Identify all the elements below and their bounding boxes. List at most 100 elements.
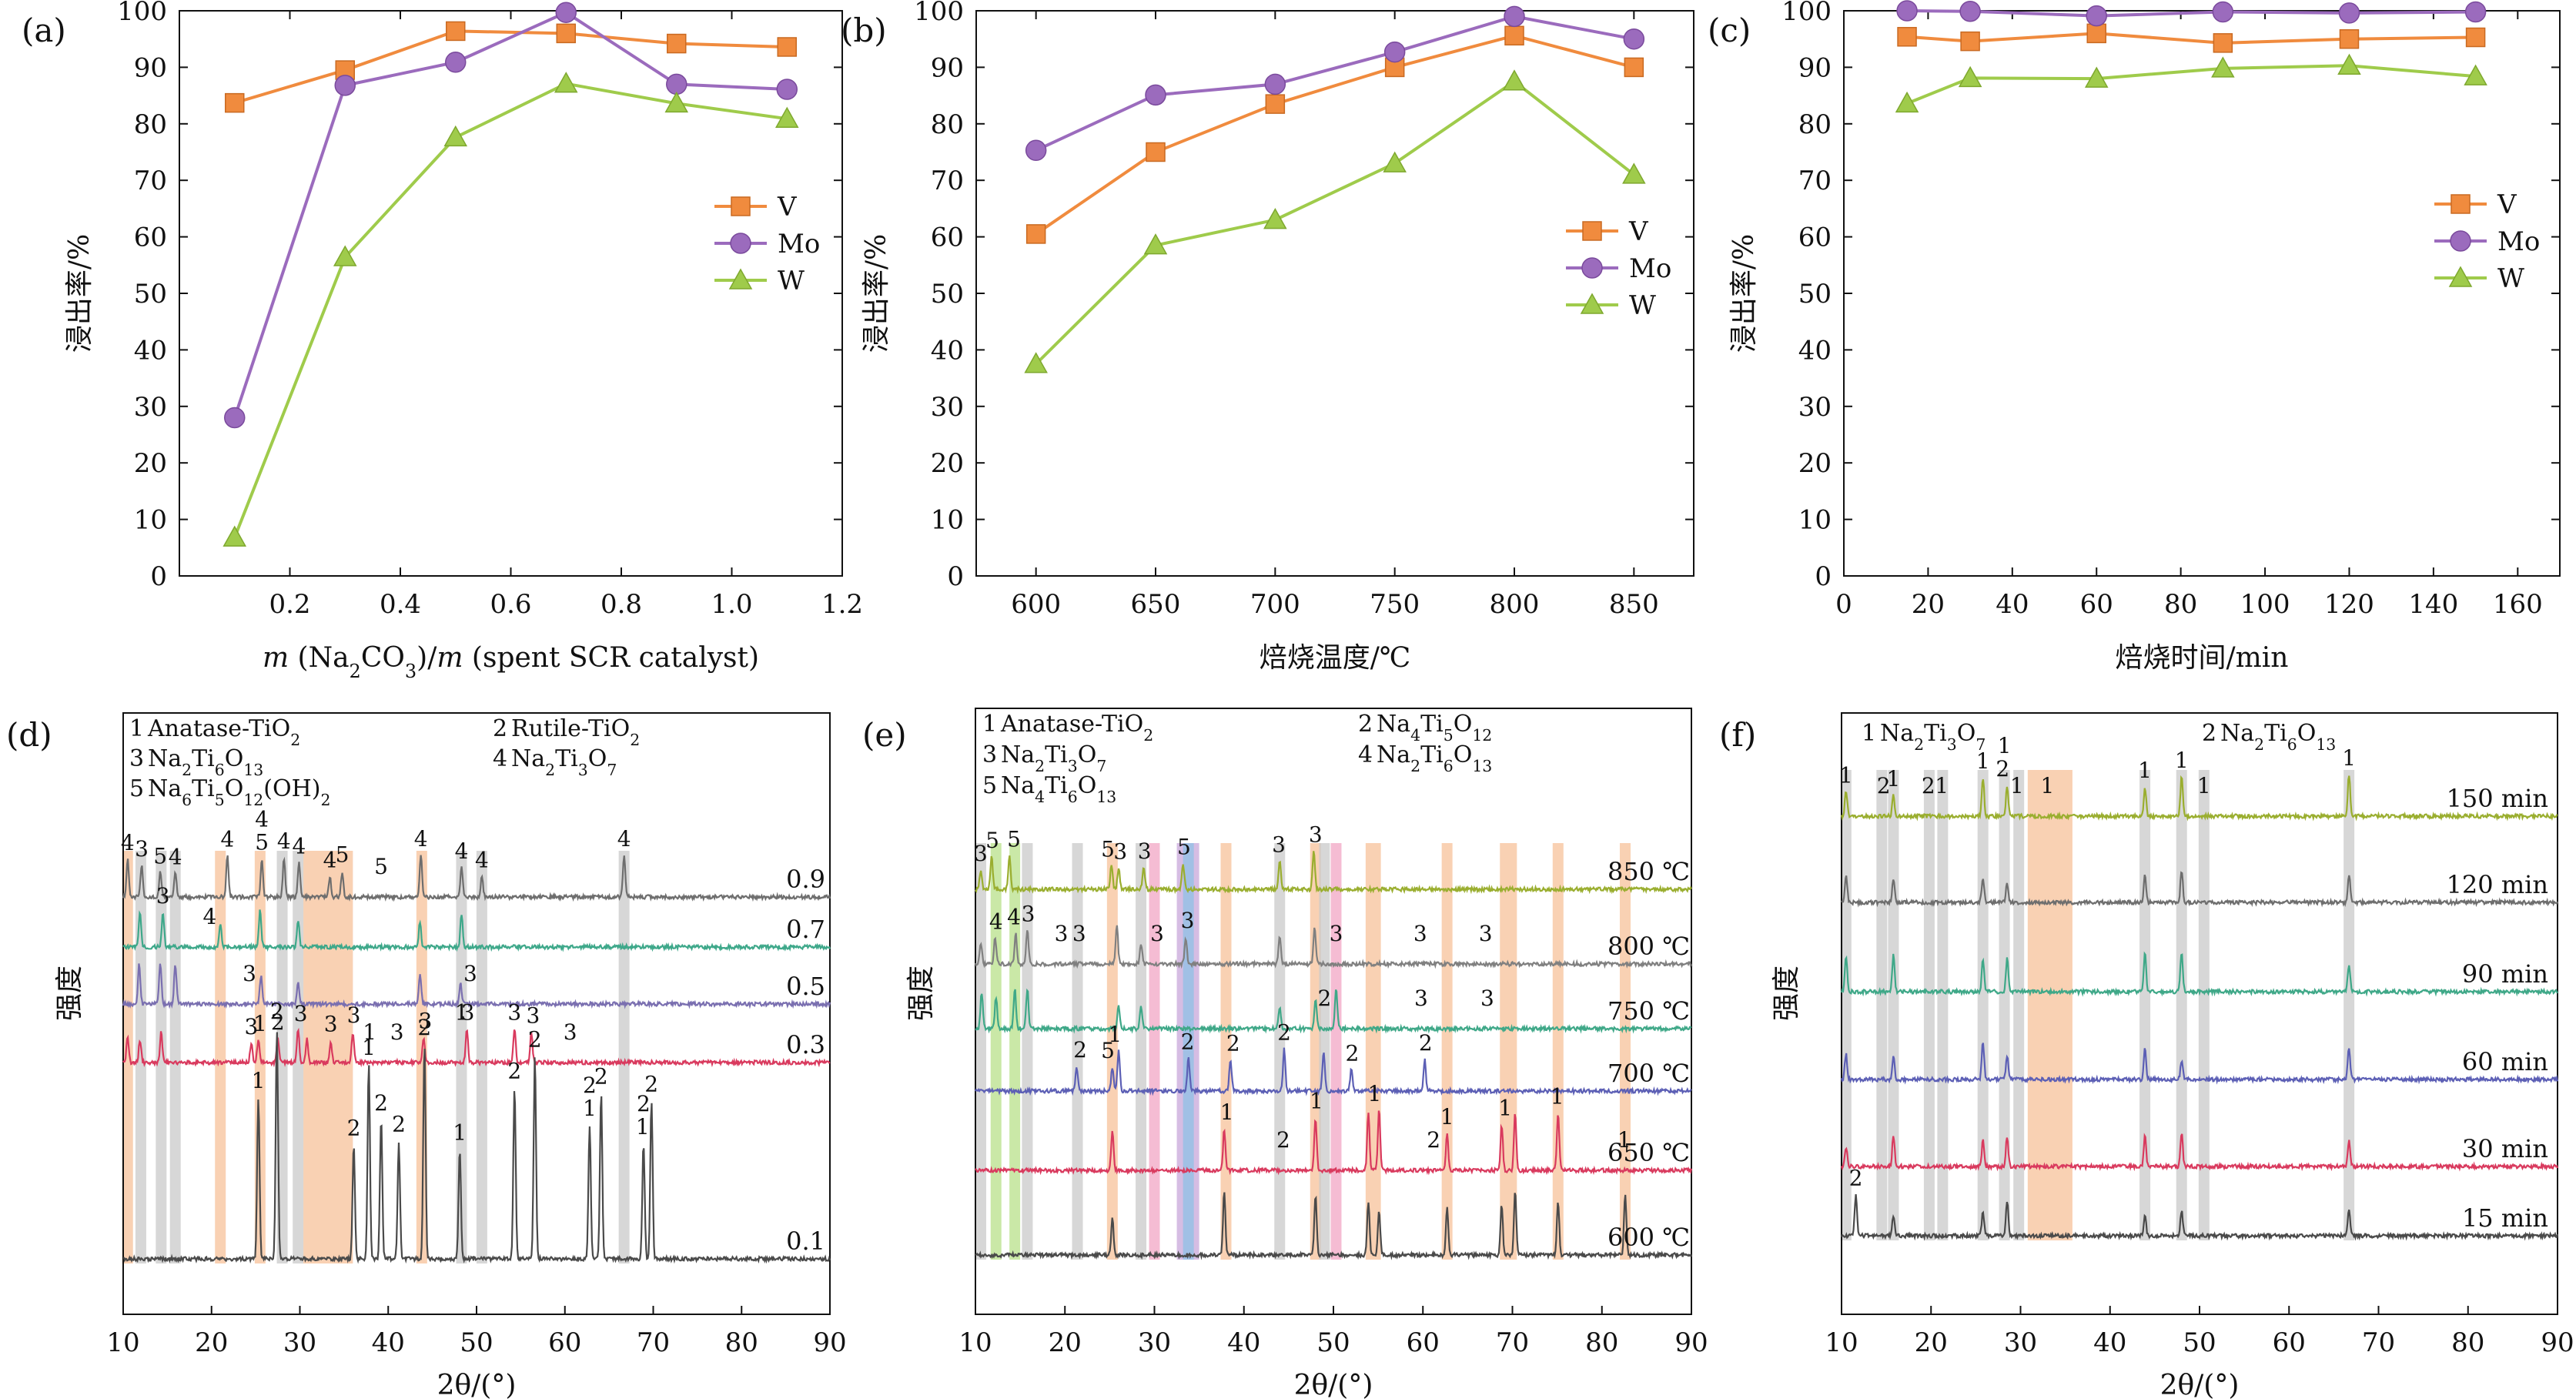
peak-index-label: 2 <box>347 1115 361 1140</box>
peak-highlight-band <box>1999 770 2010 1240</box>
peak-index-label: 4 <box>989 909 1003 935</box>
phase-legend-number: 1 <box>129 715 144 742</box>
x-axis-label-part: (spent SCR catalyst) <box>463 642 759 674</box>
y-tick-label: 30 <box>1798 392 1832 423</box>
peak-index-label: 4 <box>292 834 306 859</box>
peak-index-label: 1 <box>252 1068 266 1093</box>
phase-legend-number: 1 <box>982 711 997 738</box>
data-point-v <box>225 92 245 113</box>
data-point-w <box>2211 56 2235 78</box>
phase-legend-number: 4 <box>1358 741 1373 768</box>
peak-index-label: 2 <box>374 1090 388 1116</box>
data-point-mo <box>2464 1 2487 23</box>
data-point-mo <box>2338 2 2360 24</box>
y-axis-label: 强度 <box>905 966 937 1021</box>
data-point-v <box>2086 23 2106 44</box>
formula-part: Na <box>148 775 182 802</box>
peak-index-label: 1 <box>1887 766 1901 792</box>
formula-part: O <box>2297 720 2317 747</box>
x-tick-label: 60 <box>1407 1327 1440 1358</box>
subscript: 12 <box>243 791 263 809</box>
peak-index-label: 4 <box>255 807 269 832</box>
x-axis-label-part: m <box>437 642 463 674</box>
peak-highlight-band <box>1072 843 1083 1260</box>
peak-index-label: 1 <box>1551 1083 1564 1109</box>
peak-highlight-band <box>2013 770 2025 1240</box>
data-point-w <box>2337 53 2361 75</box>
y-tick-label: 90 <box>1798 52 1832 83</box>
subscript: 13 <box>2316 735 2336 754</box>
peak-index-label: 3 <box>419 1009 433 1034</box>
y-tick-label: 70 <box>134 166 167 196</box>
panel-label: (f) <box>1719 716 1756 754</box>
peak-index-label: 5 <box>1007 826 1021 852</box>
x-tick-label: 80 <box>725 1327 758 1358</box>
y-tick-label: 80 <box>134 109 167 140</box>
x-tick-label: 90 <box>813 1327 846 1358</box>
y-tick-label: 10 <box>134 505 167 536</box>
legend-marker <box>1581 257 1603 279</box>
x-tick-label: 0.8 <box>601 589 642 620</box>
peak-highlight-band <box>1876 770 1888 1240</box>
peak-index-label: 3 <box>1480 986 1494 1011</box>
peak-highlight-band <box>2198 770 2210 1240</box>
peak-highlight-band <box>122 851 133 1263</box>
formula-part: O <box>1957 720 1976 747</box>
data-point-v <box>2339 28 2360 49</box>
peak-index-label: 1 <box>1498 1095 1512 1120</box>
x-tick-label: 80 <box>2451 1327 2484 1358</box>
peak-index-label: 4 <box>475 848 489 873</box>
y-tick-label: 40 <box>134 335 167 366</box>
x-tick-label: 10 <box>958 1327 992 1358</box>
data-point-w <box>222 525 247 547</box>
panel-label: (c) <box>1708 12 1751 49</box>
xrd-pattern <box>975 988 1692 1034</box>
peak-highlight-band <box>156 851 167 1263</box>
pattern-label: 0.1 <box>786 1227 825 1256</box>
data-point-mo <box>1623 28 1645 50</box>
peak-highlight-band <box>1319 843 1330 1260</box>
formula-part: Ti <box>1420 741 1444 768</box>
y-tick-label: 50 <box>931 279 964 310</box>
x-tick-label: 100 <box>2240 589 2290 620</box>
peak-index-label: 3 <box>974 841 988 866</box>
peak-index-label: 1 <box>2138 758 2152 783</box>
peak-highlight-band <box>1022 843 1033 1260</box>
peak-index-label: 4 <box>617 826 631 852</box>
peak-index-label: 3 <box>156 883 170 909</box>
data-point-mo <box>334 75 356 96</box>
series-line-mo <box>1035 15 1634 152</box>
subscript: 6 <box>182 791 192 809</box>
phase-legend-formula: Na6Ti5O12(OH)2 <box>148 775 330 809</box>
pattern-label: 60 min <box>2462 1047 2548 1076</box>
subscript: 6 <box>2287 735 2297 754</box>
y-tick-label: 20 <box>134 448 167 479</box>
peak-index-label: 3 <box>1072 921 1086 946</box>
peak-index-label: 3 <box>1479 921 1493 946</box>
peak-highlight-band <box>1937 770 1949 1240</box>
peak-index-label: 3 <box>461 1000 475 1026</box>
panel-label: (d) <box>6 716 52 754</box>
x-tick-label: 60 <box>548 1327 581 1358</box>
subscript: 2 <box>1143 726 1153 745</box>
subscript: 5 <box>215 791 225 809</box>
subscript: 2 <box>1914 735 1924 754</box>
subscript: 3 <box>578 761 588 779</box>
peak-index-label: 3 <box>564 1019 577 1045</box>
peak-highlight-band <box>2343 770 2355 1240</box>
formula-part: Na <box>511 745 545 772</box>
xrd-pattern <box>1840 951 2558 997</box>
phase-legend-formula: Na2Ti6O13 <box>148 745 263 779</box>
x-tick-label: 0.4 <box>380 589 421 620</box>
peak-index-label: 1 <box>1998 733 2012 758</box>
x-tick-label: 0.2 <box>269 589 310 620</box>
y-axis-label: 浸出率/% <box>1728 234 1760 353</box>
peak-index-label: 3 <box>1272 832 1286 857</box>
xrd-pattern <box>1840 1194 2559 1241</box>
formula-part: O <box>1078 772 1097 799</box>
peak-index-label: 3 <box>135 836 149 862</box>
peak-highlight-band <box>2027 770 2073 1240</box>
peak-index-label: 3 <box>507 1000 521 1026</box>
